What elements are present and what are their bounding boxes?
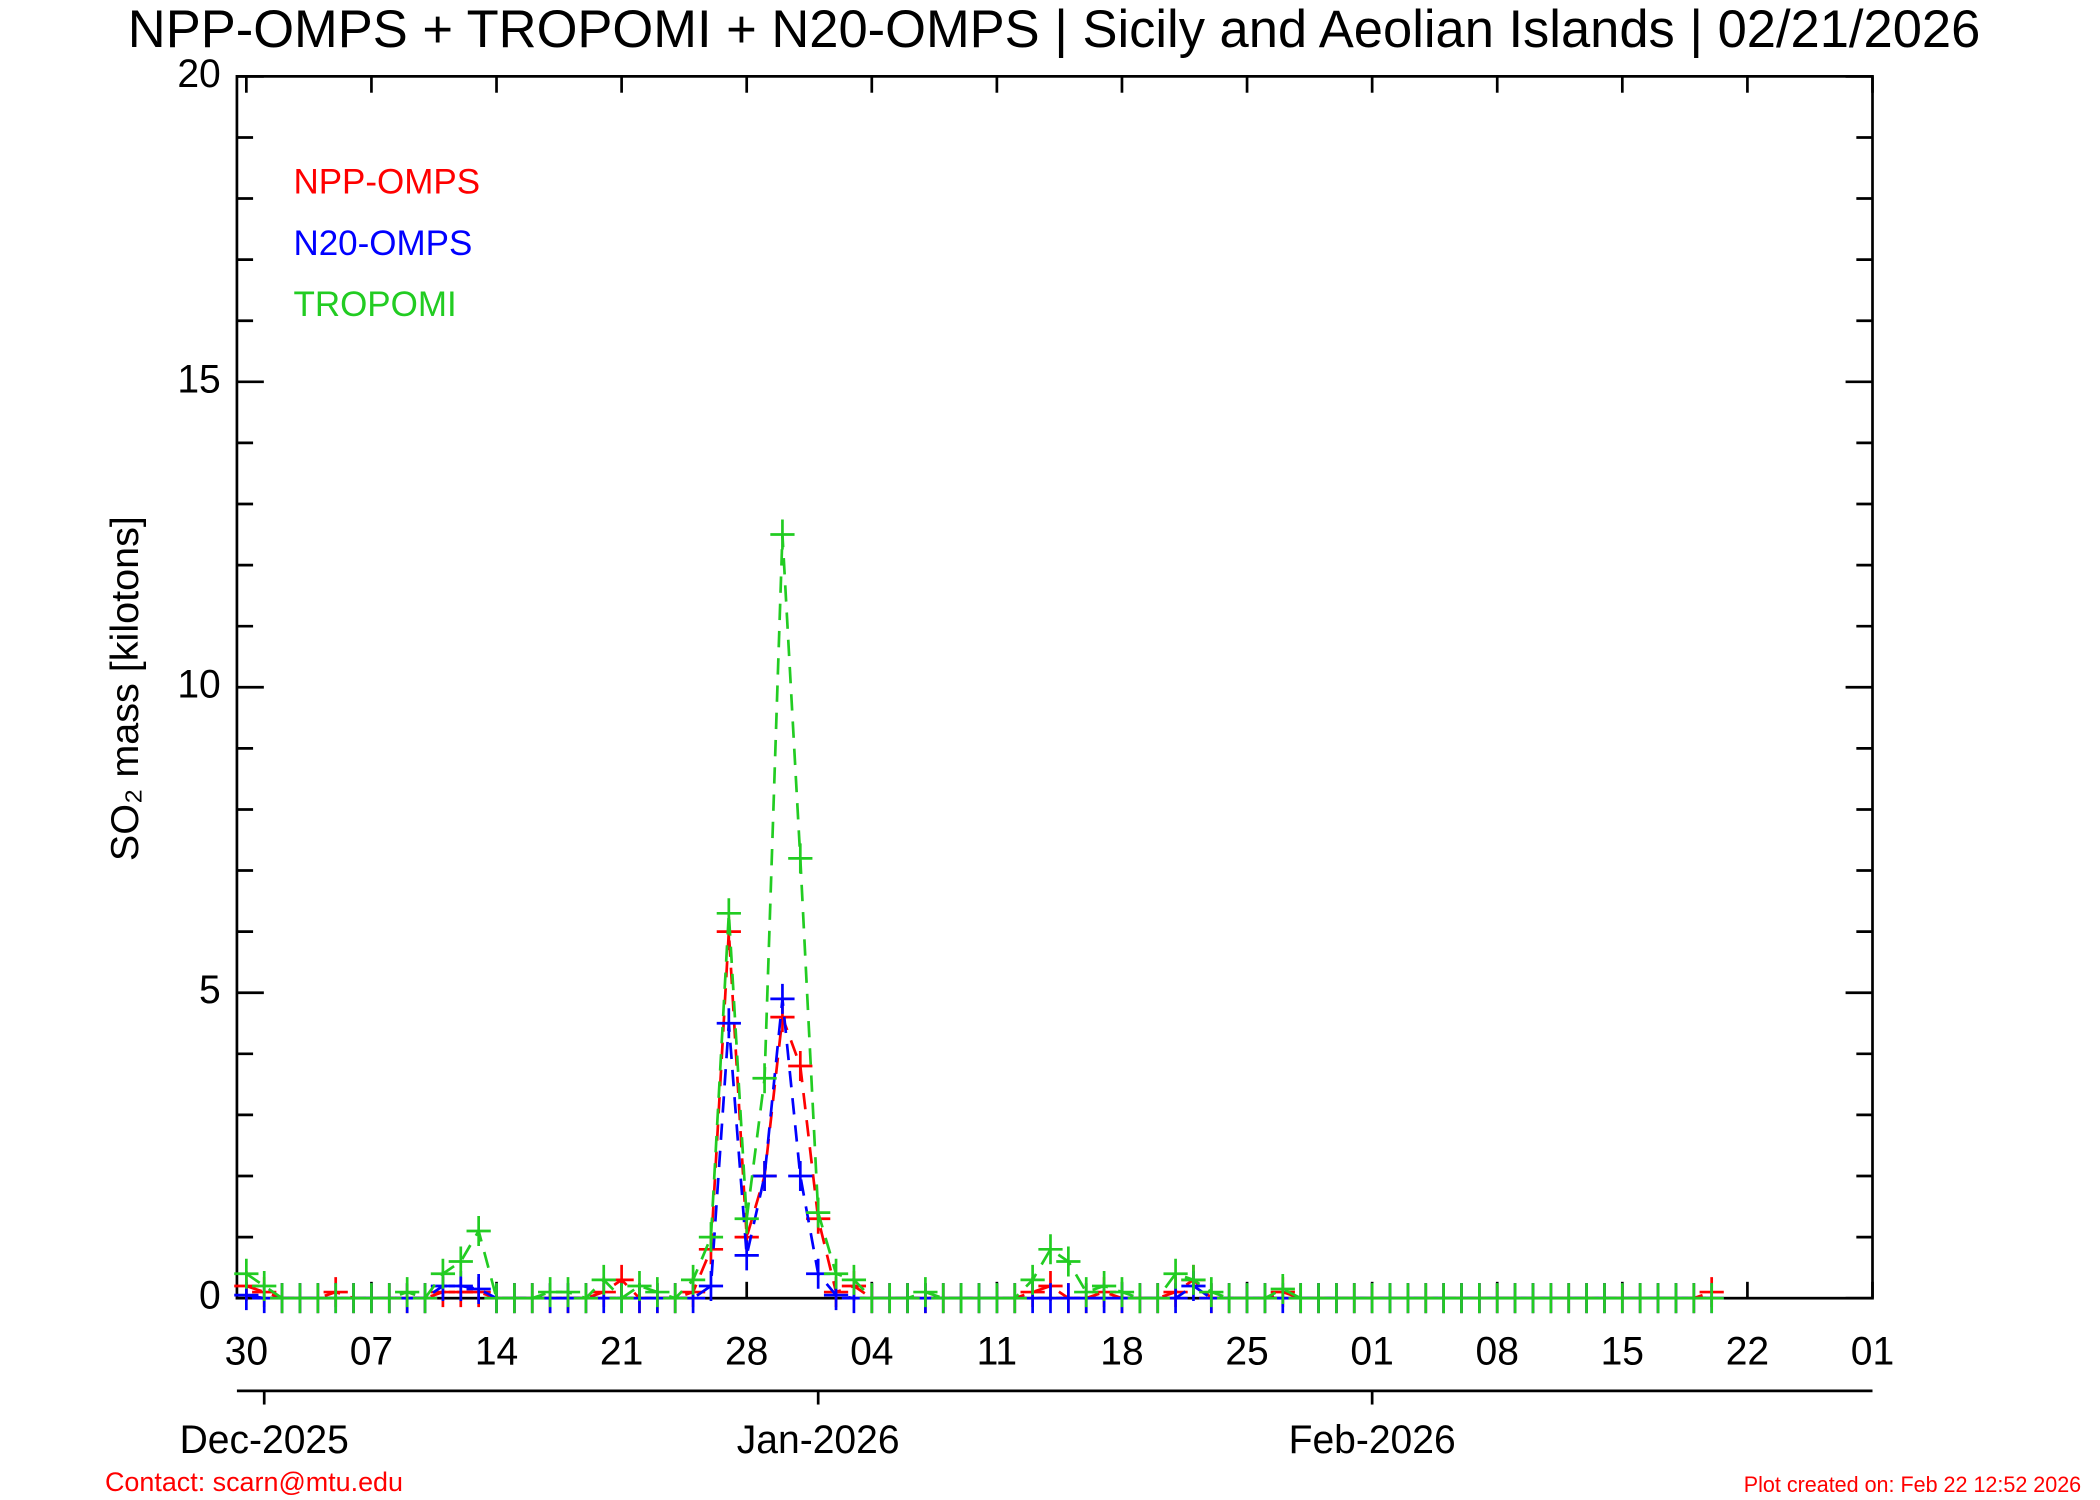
- y-tick-label: 20: [177, 52, 220, 96]
- marker: [1270, 1274, 1295, 1305]
- marker: [698, 1270, 724, 1301]
- marker: [752, 1063, 777, 1094]
- x-tick-label: 25: [1225, 1329, 1268, 1373]
- legend-entry: NPP-OMPS: [293, 162, 480, 201]
- marker: [1252, 1283, 1278, 1314]
- x-tick-label: 15: [1601, 1329, 1644, 1373]
- marker: [1020, 1264, 1045, 1295]
- marker: [788, 843, 813, 874]
- x-tick-label: 01: [1851, 1329, 1894, 1373]
- marker: [913, 1277, 938, 1308]
- marker: [395, 1277, 420, 1308]
- plot-frame: [235, 75, 1874, 1300]
- marker: [573, 1283, 598, 1314]
- marker: [1109, 1277, 1135, 1308]
- x-tick-label: 22: [1726, 1329, 1769, 1373]
- marker: [520, 1283, 545, 1314]
- marker: [1145, 1283, 1170, 1314]
- x-tick-label: 28: [725, 1329, 768, 1373]
- marker: [823, 1258, 849, 1289]
- x-tick-label: 14: [475, 1329, 518, 1373]
- series-line: [245, 931, 1713, 1300]
- y-tick-label: 10: [177, 662, 220, 706]
- marker: [1181, 1264, 1206, 1295]
- marker: [466, 1215, 491, 1246]
- y-tick-label: 0: [199, 1273, 221, 1317]
- marker: [770, 983, 795, 1014]
- marker: [252, 1270, 277, 1301]
- marker: [734, 1240, 759, 1271]
- marker: [645, 1277, 670, 1308]
- marker: [1199, 1277, 1224, 1308]
- marker: [841, 1264, 867, 1295]
- month-label: Feb-2026: [1289, 1418, 1456, 1462]
- marker: [448, 1246, 473, 1277]
- x-tick-label: 01: [1350, 1329, 1393, 1373]
- marker: [806, 1197, 831, 1228]
- created-note: Plot created on: Feb 22 12:52 2026: [1744, 1472, 2081, 1497]
- marker: [1056, 1246, 1081, 1277]
- marker: [412, 1283, 438, 1314]
- marker: [1074, 1277, 1099, 1308]
- marker: [734, 1203, 759, 1234]
- x-tick-label: 30: [225, 1329, 268, 1373]
- marker: [895, 1283, 920, 1314]
- marker: [466, 1274, 491, 1305]
- series-line: [245, 534, 1712, 1300]
- marker: [591, 1264, 616, 1295]
- marker: [680, 1264, 706, 1295]
- legend-entry: N20-OMPS: [293, 224, 472, 263]
- marker: [1699, 1283, 1724, 1314]
- marker: [1002, 1283, 1027, 1314]
- marker: [1038, 1234, 1063, 1265]
- marker: [698, 1222, 724, 1253]
- y-tick-label: 15: [177, 357, 220, 401]
- marker: [663, 1283, 688, 1314]
- x-tick-label: 08: [1476, 1329, 1519, 1373]
- x-tick-label: 04: [850, 1329, 893, 1373]
- y-axis-label: SO₂ mass [kilotons]: [103, 516, 147, 861]
- month-label: Dec-2025: [180, 1418, 349, 1462]
- y-tick-label: 5: [199, 968, 221, 1012]
- marker: [788, 1051, 813, 1082]
- marker: [1091, 1270, 1117, 1301]
- marker: [377, 1283, 402, 1314]
- marker: [555, 1277, 581, 1308]
- contact: Contact: scarn@mtu.edu: [105, 1466, 403, 1497]
- x-tick-label: 21: [600, 1329, 643, 1373]
- month-label: Jan-2026: [737, 1418, 900, 1462]
- marker: [1163, 1258, 1188, 1289]
- legend-entry: TROPOMI: [293, 285, 456, 324]
- marker: [788, 1160, 813, 1191]
- chart-title: NPP-OMPS + TROPOMI + N20-OMPS | Sicily a…: [128, 0, 1980, 59]
- marker: [716, 898, 741, 929]
- x-tick-label: 11: [977, 1329, 1018, 1373]
- marker: [234, 1258, 259, 1289]
- x-tick-label: 07: [350, 1329, 393, 1373]
- marker: [609, 1283, 634, 1314]
- marker: [752, 1160, 777, 1191]
- marker: [716, 1008, 741, 1039]
- marker: [627, 1270, 652, 1301]
- x-tick-label: 18: [1100, 1329, 1143, 1373]
- marker: [770, 519, 795, 550]
- marker: [430, 1258, 456, 1289]
